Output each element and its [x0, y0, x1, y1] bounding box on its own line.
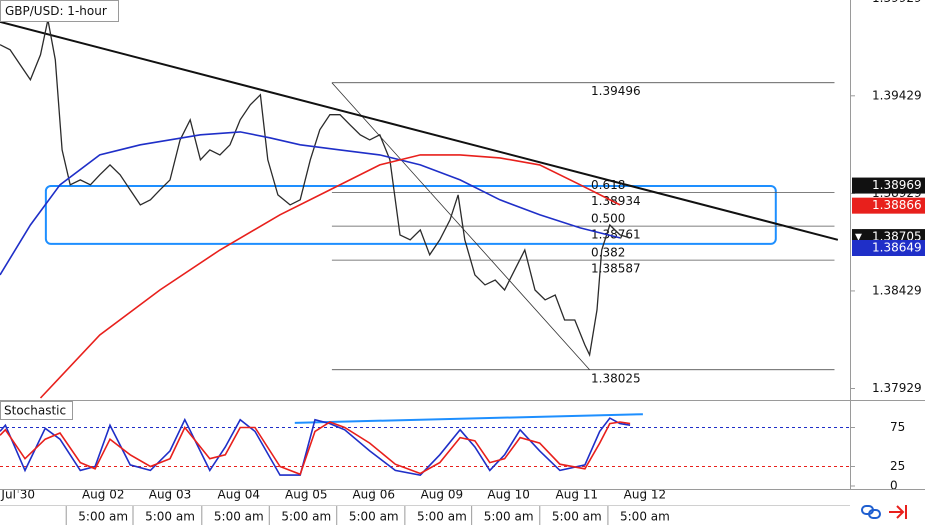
- series-line: [39, 154, 621, 399]
- x-sublabel: 5:00 am: [145, 510, 195, 524]
- price-tag-label: 1.38969: [872, 178, 922, 192]
- price-tag-marker: ▼: [855, 233, 862, 243]
- price-tag-label: 1.38866: [872, 198, 922, 212]
- x-tick-label: Aug 11: [556, 488, 599, 502]
- price-panel: 1.394960.6181.389340.5001.387610.3821.38…: [0, 19, 839, 399]
- x-sublabel: 5:00 am: [349, 510, 399, 524]
- series-line: [0, 131, 621, 276]
- y-tick-label: 75: [890, 420, 905, 434]
- series-line: [0, 421, 631, 476]
- x-tick-label: Aug 03: [149, 488, 192, 502]
- x-tick-label: Aug 10: [487, 488, 530, 502]
- y-tick-label: 1.38429: [872, 283, 922, 297]
- x-sublabel: 5:00 am: [214, 510, 264, 524]
- series-line: [0, 417, 631, 476]
- link-icon[interactable]: [861, 505, 881, 519]
- x-sublabel: 5:00 am: [281, 510, 331, 524]
- trendline: [0, 20, 839, 241]
- fib-value: 1.38025: [591, 371, 641, 385]
- fib-ratio: 0.382: [591, 246, 625, 260]
- price-tag: [852, 240, 925, 256]
- y-tick-label: 0: [890, 479, 898, 493]
- zone-box: [44, 184, 777, 245]
- x-tick-label: Aug 12: [624, 488, 667, 502]
- fib-value: 1.38761: [591, 228, 641, 242]
- indicator-title-box: [0, 401, 73, 420]
- x-tick-label: Aug 02: [82, 488, 125, 502]
- price-tag: [852, 197, 925, 214]
- indicator-title: Stochastic: [4, 404, 66, 418]
- x-sublabel: 5:00 am: [417, 510, 467, 524]
- chart-title: GBP/USD: 1-hour: [5, 4, 107, 18]
- trendline: [294, 413, 643, 424]
- y-tick-label: 25: [890, 459, 905, 473]
- price-tag-label: 1.38649: [872, 241, 922, 255]
- x-sublabel: 5:00 am: [620, 510, 670, 524]
- stochastic-panel: [0, 413, 850, 476]
- x-tick-label: Jul 30: [0, 488, 35, 502]
- y-tick-label: 1.37929: [872, 381, 922, 395]
- x-sublabel: 5:00 am: [78, 510, 128, 524]
- series-line: [0, 19, 631, 358]
- fib-value: 1.38934: [591, 194, 641, 208]
- x-tick-label: Aug 04: [218, 488, 261, 502]
- title-box: [0, 0, 119, 22]
- scroll-right-icon[interactable]: [889, 505, 907, 519]
- x-tick-label: Aug 09: [421, 488, 464, 502]
- x-sublabel: 5:00 am: [552, 510, 602, 524]
- x-sublabel: 5:00 am: [484, 510, 534, 524]
- fib-ratio: 0.500: [591, 212, 625, 226]
- y-tick-label: 1.39929: [872, 0, 922, 5]
- x-tick-label: Aug 06: [352, 488, 395, 502]
- fib-value: 1.39496: [591, 84, 641, 98]
- price-tag: [852, 177, 925, 194]
- y-tick-label: 1.39429: [872, 88, 922, 102]
- x-tick-label: Aug 05: [285, 488, 328, 502]
- fib-value: 1.38587: [591, 262, 641, 276]
